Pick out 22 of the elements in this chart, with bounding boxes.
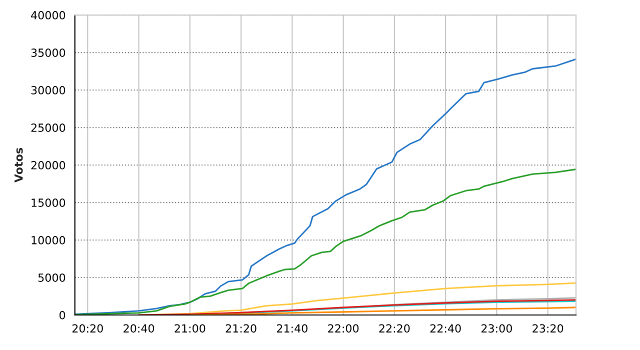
y-tick-label: 30000 xyxy=(31,86,66,94)
y-tick-label: 5000 xyxy=(38,273,66,282)
line-series xyxy=(189,306,576,315)
y-tick-label: 25000 xyxy=(31,124,66,132)
y-tick-label: 10000 xyxy=(32,236,66,244)
y-tick-label: 35000 xyxy=(31,48,66,57)
x-tick-label: 22:00 xyxy=(328,324,359,333)
x-tick-label: 20:40 xyxy=(124,324,154,333)
y-tick-label: 40000 xyxy=(31,11,66,20)
x-tick-label: 22:40 xyxy=(430,324,461,333)
x-tick-label: 21:40 xyxy=(276,324,308,333)
line-series xyxy=(138,299,576,315)
y-tick-label: 15000 xyxy=(32,198,66,207)
y-tick-label: 20000 xyxy=(31,161,66,170)
y-tick-label: 0 xyxy=(60,310,66,320)
y-axis-title: Votos xyxy=(14,148,23,183)
x-tick-label: 22:20 xyxy=(379,324,410,333)
x-tick-label: 20:20 xyxy=(72,324,103,333)
x-tick-label: 21:00 xyxy=(174,324,206,333)
x-tick-label: 23:20 xyxy=(532,324,564,333)
x-tick-label: 21:20 xyxy=(226,324,256,333)
x-tick-label: 23:00 xyxy=(482,324,512,333)
